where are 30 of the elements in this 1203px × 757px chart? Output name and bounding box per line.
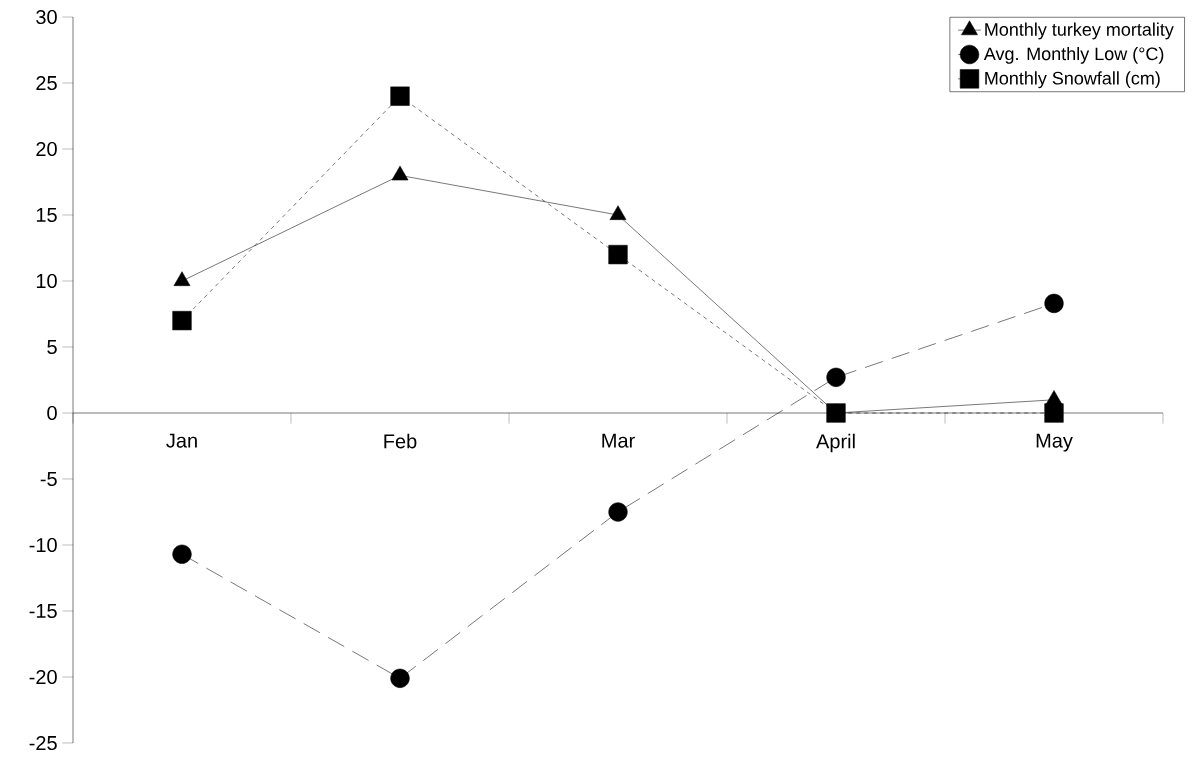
point <box>1044 293 1064 314</box>
x-tick-label: April <box>816 433 855 453</box>
y-tick-label: -5 <box>40 472 57 486</box>
point <box>608 244 628 265</box>
legend-label: Monthly turkey mortality <box>985 22 1174 40</box>
x-tick-label: Mar <box>602 433 635 448</box>
x-tick-label: Feb <box>384 433 417 449</box>
point <box>608 502 628 522</box>
point <box>390 668 410 688</box>
point <box>172 311 192 331</box>
y-tick-label: 30 <box>36 9 57 25</box>
y-tick-label: 0 <box>47 405 57 421</box>
x-tick-label: Jan <box>166 433 197 448</box>
y-tick-label: 15 <box>36 208 57 222</box>
y-tick-label: 20 <box>36 141 57 157</box>
legend-label: Monthly Snowfall (cm) <box>985 71 1160 89</box>
y-tick-label: 10 <box>36 273 57 289</box>
legend-label: Avg. Monthly Low (°C) <box>983 46 1164 64</box>
y-tick-label: 25 <box>36 75 57 91</box>
point <box>390 86 410 106</box>
y-tick-label: -20 <box>29 669 57 685</box>
x-tick-label: May <box>1036 433 1073 452</box>
y-tick-label: -25 <box>29 735 57 751</box>
y-tick-label: 5 <box>47 340 57 354</box>
point <box>826 403 846 423</box>
y-tick-label: -15 <box>29 604 57 618</box>
y-tick-label: -10 <box>29 537 57 553</box>
point <box>826 367 846 387</box>
point <box>172 544 192 564</box>
point <box>1044 403 1064 423</box>
